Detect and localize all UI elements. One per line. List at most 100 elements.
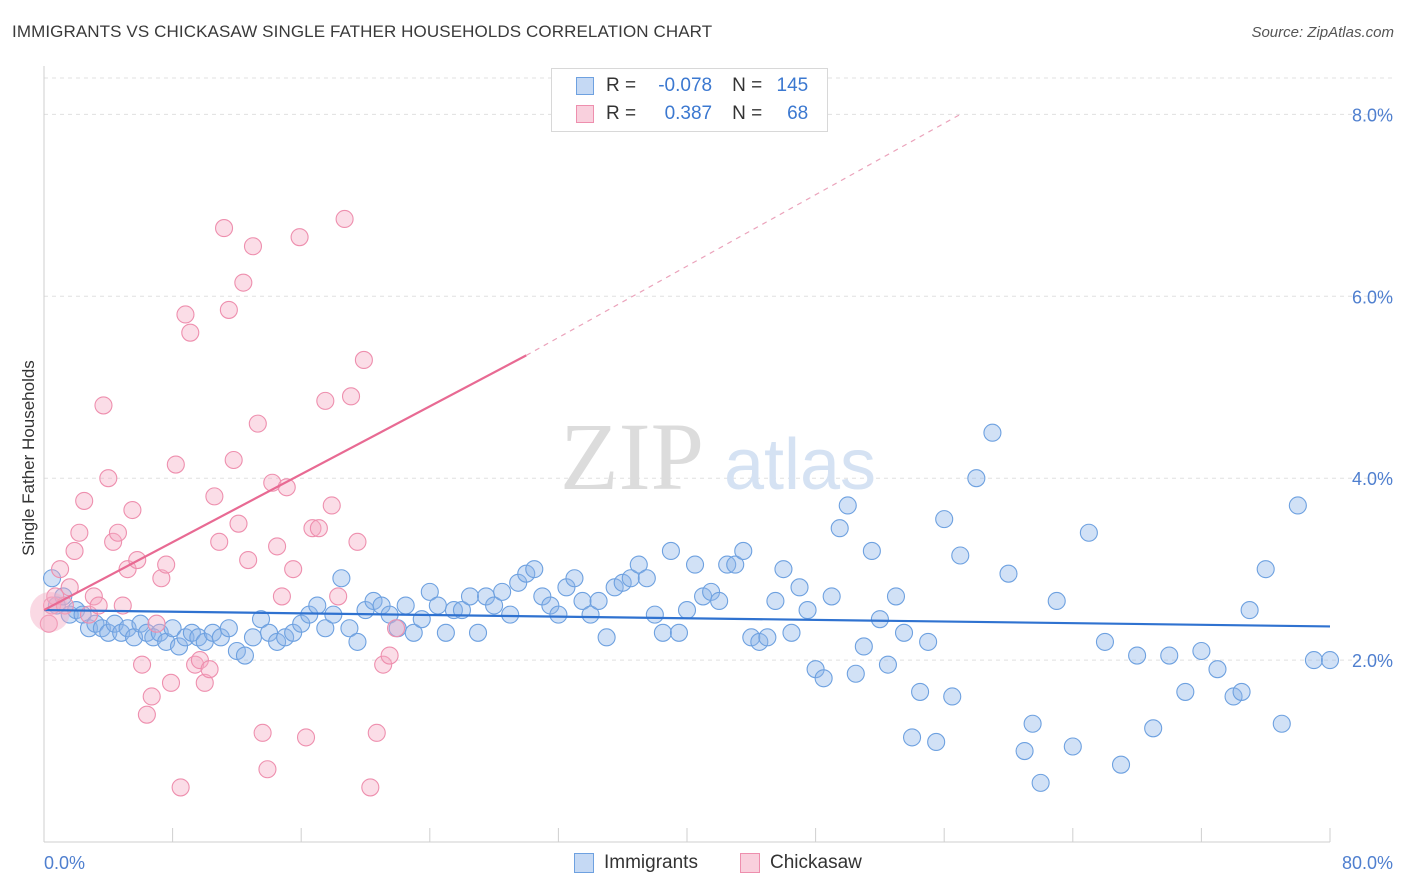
chickasaw-point — [123, 500, 142, 520]
chickasaw-point — [166, 455, 185, 474]
chickasaw-point — [367, 723, 386, 742]
immigrants-point — [219, 619, 238, 638]
immigrants-point — [332, 569, 351, 588]
immigrants-point — [549, 605, 568, 624]
immigrants-point — [428, 596, 447, 615]
immigrants-point — [1023, 714, 1042, 733]
chickasaw-point — [39, 614, 58, 633]
immigrants-point — [790, 578, 809, 597]
grid-lines — [44, 77, 1392, 661]
immigrants-point — [251, 610, 271, 629]
axes — [43, 66, 1331, 843]
immigrants-point — [814, 669, 833, 688]
immigrants-point — [460, 587, 480, 606]
immigrants-point — [685, 555, 705, 574]
immigrants-point — [951, 546, 970, 565]
immigrants-point — [886, 587, 906, 606]
immigrants-point — [235, 646, 254, 665]
legend-item-chickasaw[interactable]: Chickasaw — [740, 852, 862, 874]
chickasaw-point — [284, 560, 303, 579]
y-tick-label: 4.0% — [1352, 469, 1393, 489]
stats-n-label: N = — [732, 103, 763, 124]
immigrants-point — [348, 632, 367, 651]
immigrants-point — [870, 610, 889, 629]
chickasaw-point — [210, 532, 229, 551]
chickasaw-point — [190, 651, 209, 670]
chickasaw-point — [229, 514, 248, 533]
legend-label-chickasaw: Chickasaw — [770, 852, 862, 873]
immigrants-point — [846, 664, 865, 683]
immigrants-point — [340, 619, 359, 638]
immigrants-point — [436, 623, 455, 642]
immigrants-point — [661, 541, 680, 561]
legend-label-immigrants: Immigrants — [604, 852, 698, 873]
chickasaw-point — [309, 519, 328, 538]
trend-line-chickasaw-extension — [525, 113, 961, 356]
trend-line-chickasaw — [43, 354, 527, 612]
stats-r-label: R = — [606, 75, 637, 96]
chickasaw-point — [195, 673, 214, 692]
watermark-zip: ZIP — [560, 403, 704, 510]
immigrants-point — [1095, 632, 1114, 651]
chickasaw-point-large — [30, 592, 70, 632]
immigrants-point — [86, 614, 105, 633]
immigrants-point — [726, 555, 745, 574]
chart-title: IMMIGRANTS VS CHICKASAW SINGLE FATHER HO… — [12, 22, 713, 41]
immigrants-point — [1031, 773, 1050, 792]
immigrants-point — [501, 605, 520, 624]
immigrants-point — [766, 591, 785, 611]
immigrants-point — [1304, 651, 1323, 670]
immigrants-point — [493, 582, 512, 601]
immigrants-point — [137, 623, 156, 642]
chickasaw-point — [243, 237, 263, 256]
immigrants-point — [79, 619, 99, 638]
immigrants-point — [677, 601, 697, 620]
immigrants-point — [927, 732, 946, 752]
immigrants-point — [597, 628, 616, 647]
chickasaw-point — [205, 487, 224, 506]
immigrants-point — [1047, 591, 1066, 611]
immigrants-point — [935, 510, 954, 529]
chickasaw-point — [99, 469, 118, 488]
chickasaw-point — [329, 587, 348, 606]
chickasaw-point — [296, 728, 316, 747]
immigrants-point — [621, 569, 640, 588]
source-label: Source: ZipAtlas.com — [1251, 24, 1394, 41]
chickasaw-point — [290, 228, 309, 247]
stats-row-chickasaw: R = 0.387 N = 68 — [576, 101, 808, 127]
chickasaw-point — [380, 646, 399, 665]
chickasaw-point — [361, 778, 380, 797]
immigrants-point — [316, 619, 335, 638]
chickasaw-point — [224, 450, 243, 470]
chickasaw-point — [171, 778, 190, 797]
trend-line-immigrants — [43, 608, 1331, 628]
stats-box: R = -0.078 N = 145 R = 0.387 N = 68 — [551, 68, 828, 132]
immigrants-point — [468, 623, 488, 642]
immigrants-point — [1063, 737, 1082, 756]
chickasaw-point — [248, 414, 267, 433]
stats-swatch-chickasaw — [576, 105, 594, 123]
chickasaw-point — [152, 569, 171, 588]
chickasaw-point — [322, 496, 341, 515]
immigrants-point — [1079, 523, 1098, 542]
immigrants-point — [182, 623, 201, 642]
immigrants-point — [308, 596, 327, 615]
stats-row-immigrants: R = -0.078 N = 145 — [576, 73, 808, 99]
legend-item-immigrants[interactable]: Immigrants — [574, 852, 698, 874]
chickasaw-point — [113, 596, 132, 615]
chickasaw-point — [142, 687, 161, 706]
immigrants-point — [589, 591, 608, 611]
chickasaw-point — [258, 760, 277, 779]
immigrants-point — [1288, 496, 1307, 515]
immigrants-point — [734, 541, 753, 561]
trend-lines — [43, 113, 1331, 628]
stats-r-value: 0.387 — [664, 103, 713, 124]
immigrants-point — [1240, 601, 1259, 620]
immigrants-point — [1232, 682, 1251, 701]
immigrants-point — [1144, 719, 1163, 738]
immigrants-point — [1208, 660, 1227, 679]
immigrants-point — [485, 596, 504, 615]
immigrants-point — [1320, 651, 1340, 670]
immigrants-point — [176, 628, 195, 647]
chickasaw-point — [161, 673, 181, 692]
